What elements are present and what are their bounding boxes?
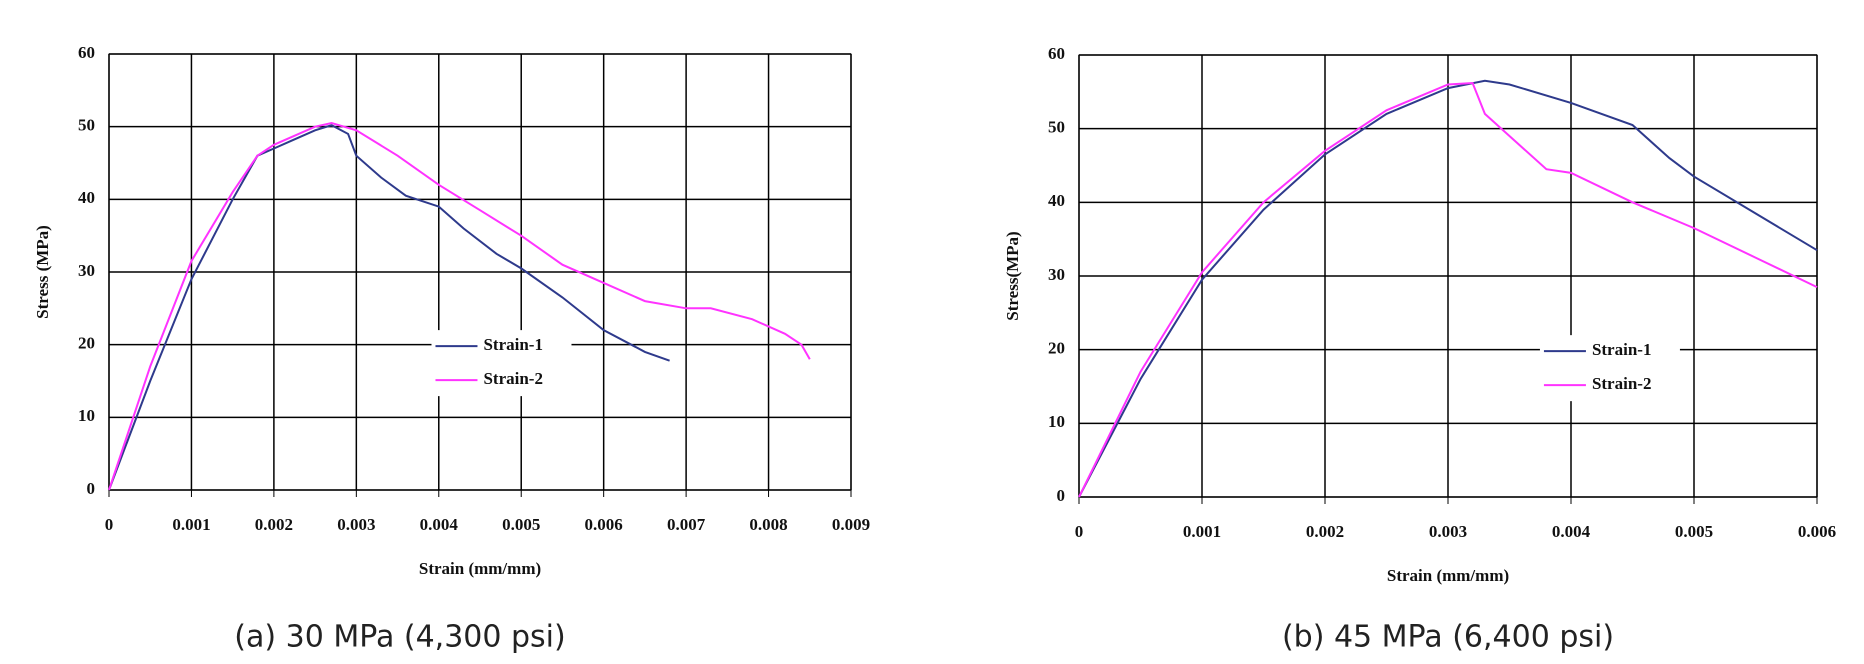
y-tick-label: 50 [78,116,95,135]
x-tick-label: 0.002 [1306,522,1344,541]
x-tick-label: 0.006 [585,515,623,534]
x-tick-label: 0.004 [420,515,459,534]
x-tick-label: 0.006 [1798,522,1836,541]
y-tick-label: 10 [78,406,95,425]
legend-label: Strain-2 [1592,374,1652,393]
x-tick-label: 0 [1075,522,1084,541]
legend-label: Strain-1 [1592,340,1652,359]
x-tick-label: 0.001 [1183,522,1221,541]
caption: (a) 30 MPa (4,300 psi) [234,620,565,655]
x-tick-label: 0.001 [172,515,210,534]
y-tick-label: 20 [78,334,95,353]
y-tick-label: 10 [1048,412,1065,431]
x-tick-label: 0.009 [832,515,870,534]
legend-label: Strain-2 [483,369,542,388]
caption: (b) 45 MPa (6,400 psi) [1282,620,1614,655]
x-tick-label: 0.005 [1675,522,1713,541]
x-tick-label: 0 [105,515,114,534]
y-tick-label: 30 [78,261,95,280]
y-axis-label: Stress (MPa) [33,225,52,319]
y-tick-label: 20 [1048,339,1065,358]
x-tick-label: 0.007 [667,515,706,534]
y-tick-label: 0 [1057,486,1066,505]
x-axis-label: Strain (mm/mm) [419,559,541,578]
data-line [1078,79,1818,498]
y-tick-label: 30 [1048,265,1065,284]
legend-label: Strain-1 [483,335,542,354]
x-tick-label: 0.003 [1429,522,1467,541]
y-tick-label: 60 [78,43,95,62]
x-tick-label: 0.008 [749,515,787,534]
legend-box [1539,335,1680,402]
y-tick-label: 40 [1048,191,1065,210]
x-axis-label: Strain (mm/mm) [1387,566,1509,585]
legend-box [431,330,572,397]
x-tick-label: 0.003 [337,515,375,534]
x-tick-label: 0.004 [1552,522,1591,541]
y-tick-label: 50 [1048,118,1065,137]
y-axis-label: Stress(MPa) [1003,231,1022,320]
data-line [1078,81,1818,498]
y-tick-label: 40 [78,188,95,207]
x-tick-label: 0.002 [255,515,293,534]
data-line [108,124,670,491]
x-tick-label: 0.005 [502,515,540,534]
y-tick-label: 60 [1048,44,1065,63]
data-line [108,121,811,491]
y-tick-label: 0 [87,479,96,498]
